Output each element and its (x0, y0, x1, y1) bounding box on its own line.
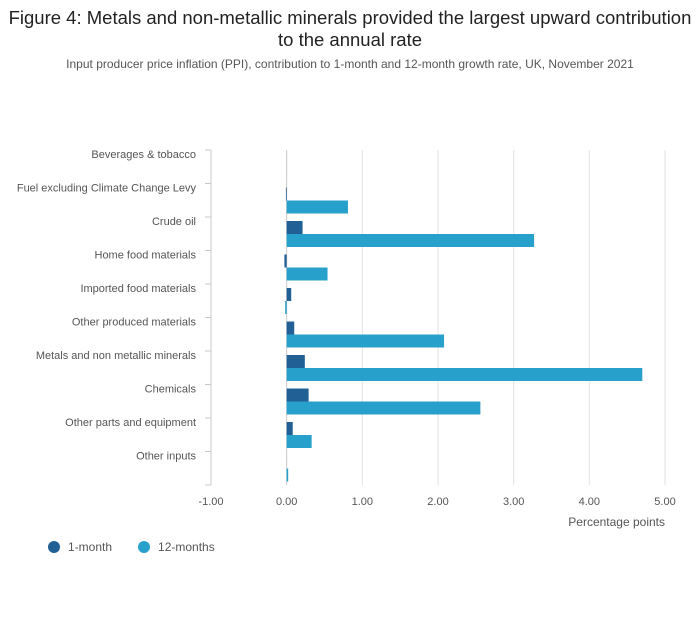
bar-12-months (285, 301, 287, 314)
legend-label-1-month: 1-month (68, 540, 113, 554)
category-label: Metals and non metallic minerals (36, 350, 197, 362)
bar-12-months (286, 368, 643, 381)
x-tick-label: 0.00 (276, 496, 297, 508)
x-tick-label: 1.00 (352, 496, 373, 508)
bar-12-months (286, 435, 312, 448)
category-label: Fuel excluding Climate Change Levy (17, 182, 197, 194)
category-label: Chemicals (145, 383, 197, 395)
category-label: Other parts and equipment (65, 417, 196, 429)
bar-1-month (285, 187, 287, 201)
x-tick-label: 2.00 (427, 496, 448, 508)
bar-12-months (286, 200, 348, 214)
bar-1-month (286, 422, 293, 435)
category-label: Other inputs (136, 450, 196, 462)
legend-swatch-12-months (138, 541, 151, 553)
legend-swatch-1-month (48, 541, 60, 553)
bar-1-month (284, 254, 287, 268)
bar-1-month (286, 221, 303, 234)
category-label: Crude oil (152, 216, 196, 228)
bar-12-months (286, 468, 289, 482)
legend-label-12-months: 12-months (158, 540, 215, 554)
chart-subtitle: Input producer price inflation (PPI), co… (66, 57, 634, 71)
bar-1-month (286, 288, 292, 301)
legend-item-12-months[interactable]: 12-months (138, 540, 215, 554)
bar-12-months (286, 334, 445, 348)
x-tick-label: 4.00 (579, 496, 600, 508)
legend: 1-month 12-months (48, 540, 215, 554)
x-axis-title: Percentage points (568, 515, 665, 529)
bar-1-month (286, 321, 295, 335)
bar-12-months (286, 267, 328, 281)
bar-1-month (286, 388, 309, 402)
category-label: Imported food materials (80, 283, 196, 295)
x-tick-label: 5.00 (654, 496, 675, 508)
category-label: Home food materials (95, 249, 197, 261)
bar-12-months (286, 234, 535, 247)
category-label: Other produced materials (72, 316, 197, 328)
chart-title: Figure 4: Metals and non-metallic minera… (8, 7, 692, 50)
x-tick-label: -1.00 (198, 496, 223, 508)
bar-12-months (286, 401, 481, 415)
x-tick-label: 3.00 (503, 496, 524, 508)
bar-1-month (286, 355, 305, 368)
legend-item-1-month[interactable]: 1-month (48, 540, 112, 554)
category-label: Beverages & tobacco (91, 149, 196, 161)
